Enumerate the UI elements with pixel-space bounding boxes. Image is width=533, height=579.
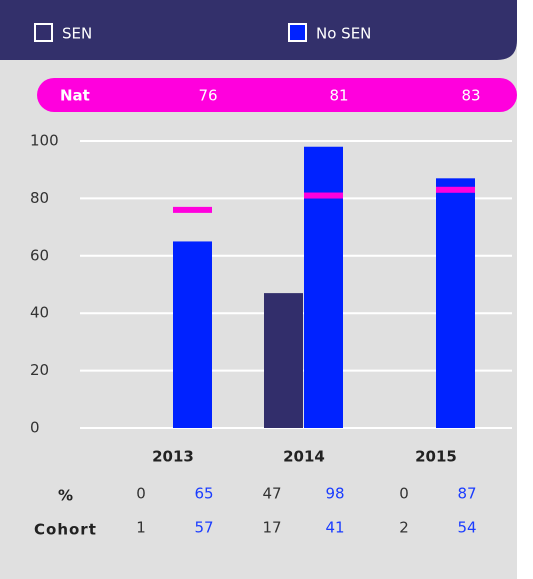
national-value: 83 — [461, 87, 480, 105]
percent-value: 0 — [136, 485, 146, 503]
cohort-value: 41 — [325, 519, 344, 537]
y-tick-label: 60 — [30, 246, 49, 264]
percent-value: 87 — [457, 485, 476, 503]
legend-label: SEN — [62, 25, 92, 43]
percent-value: 98 — [325, 485, 344, 503]
bar — [264, 293, 303, 428]
bar — [436, 178, 475, 428]
y-tick-label: 40 — [30, 304, 49, 322]
national-marker — [304, 192, 343, 199]
cohort-value: 17 — [262, 519, 281, 537]
y-tick-label: 20 — [30, 361, 49, 379]
percent-value: 0 — [399, 485, 409, 503]
national-value: 81 — [329, 87, 348, 105]
legend-swatch — [34, 23, 53, 42]
row-label: % — [58, 487, 73, 505]
national-label: Nat — [60, 87, 90, 105]
x-tick-label: 2014 — [283, 448, 325, 466]
cohort-value: 2 — [399, 519, 409, 537]
cohort-value: 1 — [136, 519, 146, 537]
bar — [173, 241, 212, 428]
x-tick-label: 2013 — [152, 448, 194, 466]
percent-value: 65 — [194, 485, 213, 503]
national-pill — [37, 78, 517, 112]
national-marker — [173, 206, 212, 213]
y-tick-label: 100 — [30, 132, 59, 150]
legend-swatch — [288, 23, 307, 42]
percent-value: 47 — [262, 485, 281, 503]
cohort-value: 57 — [194, 519, 213, 537]
x-tick-label: 2015 — [415, 448, 457, 466]
y-tick-label: 80 — [30, 189, 49, 207]
cohort-value: 54 — [457, 519, 476, 537]
row-label: Cohort — [34, 521, 97, 539]
legend-label: No SEN — [316, 25, 371, 43]
y-tick-label: 0 — [30, 419, 40, 437]
national-value: 76 — [198, 87, 217, 105]
legend-bar — [0, 0, 517, 60]
national-marker — [436, 186, 475, 193]
bar — [304, 146, 343, 429]
